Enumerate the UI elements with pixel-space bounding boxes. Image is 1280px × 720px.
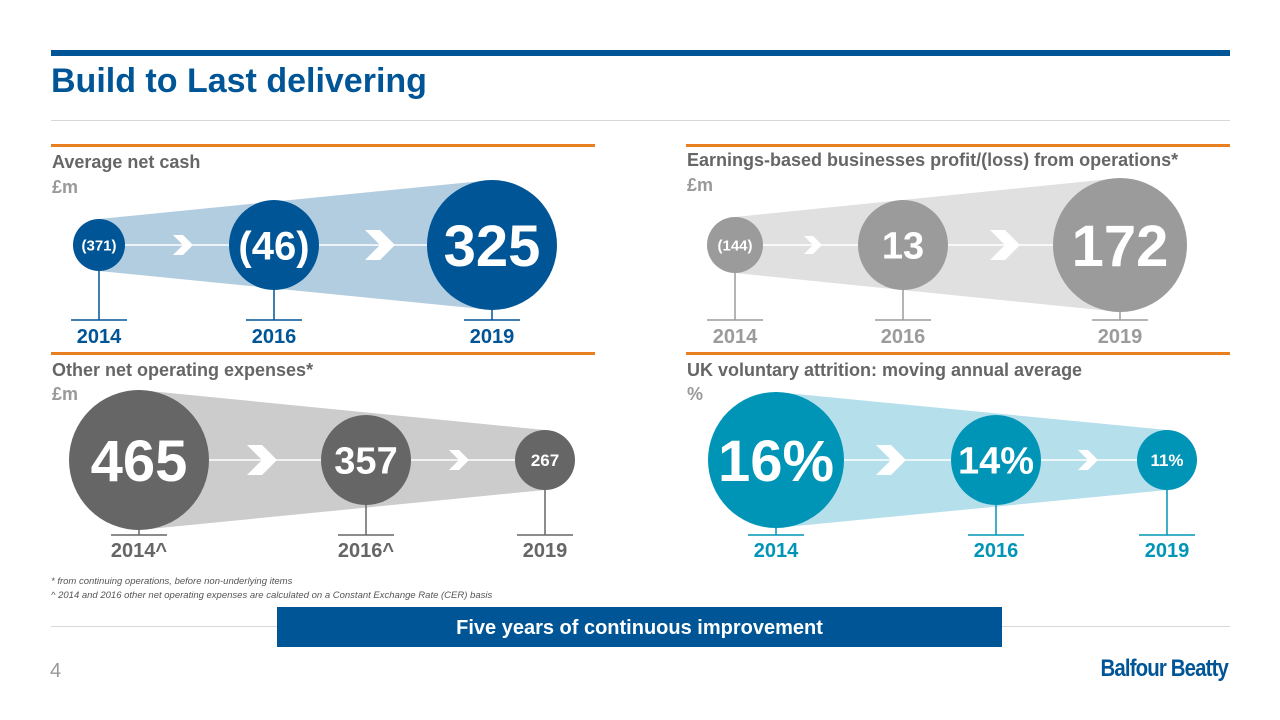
panel-3-value: 267 <box>531 451 559 470</box>
chevron-right-icon <box>876 445 906 475</box>
panel-1-year-label: 2016 <box>252 326 297 348</box>
panel-1-title: Average net cash <box>52 152 201 172</box>
panel-2-circle-2019 <box>1053 178 1187 312</box>
panel-3-value: 465 <box>91 429 188 494</box>
top-accent-bar <box>51 50 1230 56</box>
divider <box>51 120 1230 121</box>
panel-3-unit: £m <box>52 384 79 404</box>
chevron-right-icon <box>1078 450 1098 470</box>
panel-1-circle-2019 <box>427 180 557 310</box>
panel-2-value: 13 <box>882 226 924 268</box>
panel-1-value: (46) <box>238 224 309 268</box>
panel-4-year-label: 2016 <box>974 540 1019 562</box>
summary-banner: Five years of continuous improvement <box>277 607 1002 647</box>
panel-1-value: (371) <box>81 237 116 254</box>
panel-4-rule <box>686 352 1230 355</box>
panel-4-circle-2016 <box>951 415 1041 505</box>
page-number: 4 <box>50 660 62 682</box>
page-title: Build to Last delivering <box>51 62 427 100</box>
chevron-right-icon <box>449 450 469 470</box>
panel-2-circle-2016 <box>858 200 948 290</box>
panel-3-circle-2016^ <box>321 415 411 505</box>
footnote-1: * from continuing operations, before non… <box>51 576 293 587</box>
panel-4-unit: % <box>687 384 704 404</box>
panel-1-year-label: 2014 <box>77 326 122 348</box>
panel-3-value: 357 <box>334 441 397 483</box>
panel-2-year-label: 2019 <box>1098 326 1143 348</box>
panel-4-value: 14% <box>958 441 1034 483</box>
panel-1-year-label: 2019 <box>470 326 515 348</box>
panel-2-circle-2014 <box>707 217 763 273</box>
panel-3-year-label: 2019 <box>523 540 568 562</box>
panel-3-rule <box>51 352 595 355</box>
panel-2-value: (144) <box>717 237 752 254</box>
panel-4-circle-2019 <box>1137 430 1197 490</box>
panel-2-title: Earnings-based businesses profit/(loss) … <box>687 150 1179 170</box>
chevron-right-icon <box>173 235 193 255</box>
panel-4-value: 11% <box>1150 451 1183 470</box>
panel-1-circle-2014 <box>73 219 125 271</box>
panel-4-circle-2014 <box>708 392 844 528</box>
panel-4-year-label: 2019 <box>1145 540 1190 562</box>
panel-3-title: Other net operating expenses* <box>52 360 314 380</box>
balfour-beatty-logo: Balfour Beatty <box>1100 655 1228 682</box>
panel-3-year-label: 2016^ <box>338 540 394 562</box>
panel-4-title: UK voluntary attrition: moving annual av… <box>687 360 1083 380</box>
panel-1-value: 325 <box>444 214 541 279</box>
chevron-right-icon <box>804 236 822 254</box>
panel-3-year-label: 2014^ <box>111 540 167 562</box>
panel-1-unit: £m <box>52 177 79 197</box>
panel-2-year-label: 2014 <box>713 326 758 348</box>
footnote-2: ^ 2014 and 2016 other net operating expe… <box>51 590 493 601</box>
panel-2-value: 172 <box>1072 214 1169 279</box>
chevron-right-icon <box>990 230 1020 260</box>
chevron-right-icon <box>365 230 395 260</box>
chevron-right-icon <box>247 445 277 475</box>
panel-2-rule <box>686 144 1230 147</box>
panel-2-year-label: 2016 <box>881 326 926 348</box>
panel-2-unit: £m <box>687 175 714 195</box>
panel-3-circle-2014^ <box>69 390 209 530</box>
panel-4-value: 16% <box>718 429 834 494</box>
panel-1-circle-2016 <box>229 200 319 290</box>
panel-3-circle-2019 <box>515 430 575 490</box>
panel-4-year-label: 2014 <box>754 540 799 562</box>
panel-1-rule <box>51 144 595 147</box>
